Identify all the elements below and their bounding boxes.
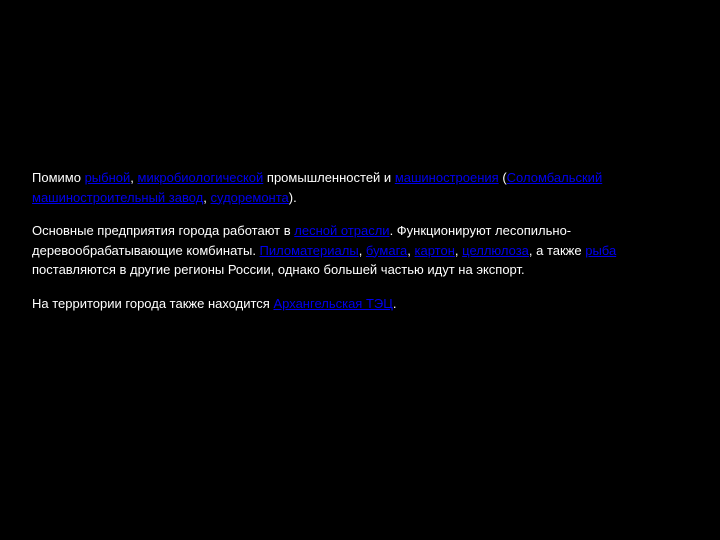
- text-segment: ,: [359, 243, 366, 258]
- link-shiprepair[interactable]: судоремонта: [211, 190, 289, 205]
- link-mechanical[interactable]: машиностроения: [395, 170, 499, 185]
- text-segment: ).: [289, 190, 297, 205]
- paragraph-1: Основные предприятия города работают в л…: [32, 221, 688, 280]
- text-segment: На территории города также находится: [32, 296, 273, 311]
- link-paper[interactable]: бумага: [366, 243, 407, 258]
- text-segment: ,: [407, 243, 414, 258]
- text-segment: ,: [130, 170, 137, 185]
- text-segment: Помимо: [32, 170, 85, 185]
- link-fish[interactable]: рыба: [585, 243, 616, 258]
- link-cellulose[interactable]: целлюлоза: [462, 243, 529, 258]
- text-segment: Основные предприятия города работают в: [32, 223, 294, 238]
- paragraph-0: Помимо рыбной, микробиологической промыш…: [32, 168, 688, 207]
- paragraphs-container: Помимо рыбной, микробиологической промыш…: [0, 0, 720, 313]
- link-forest[interactable]: лесной отрасли: [294, 223, 389, 238]
- paragraph-2: На территории города также находится Арх…: [32, 294, 688, 314]
- text-segment: (: [499, 170, 507, 185]
- text-segment: , а также: [529, 243, 585, 258]
- text-segment: ,: [203, 190, 210, 205]
- link-lumber[interactable]: Пиломатериалы: [260, 243, 359, 258]
- text-segment: промышленностей и: [263, 170, 395, 185]
- link-tets[interactable]: Архангельская ТЭЦ: [273, 296, 392, 311]
- text-segment: .: [393, 296, 397, 311]
- link-rybnoi[interactable]: рыбной: [85, 170, 131, 185]
- link-microbiological[interactable]: микробиологической: [138, 170, 264, 185]
- text-segment: поставляются в другие регионы России, од…: [32, 262, 525, 277]
- link-cardboard[interactable]: картон: [415, 243, 455, 258]
